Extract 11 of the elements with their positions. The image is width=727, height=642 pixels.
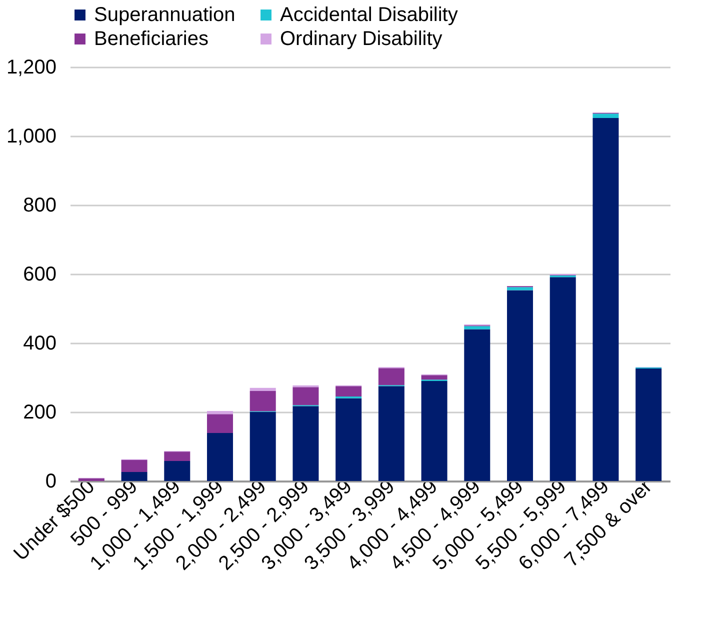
y-tick-label: 400 [23,332,56,354]
y-tick-label: 0 [45,470,56,492]
y-tick-label: 1,000 [6,126,56,148]
y-tick-label: 600 [23,264,56,286]
legend-label: Beneficiaries [94,28,209,50]
legend-label: Superannuation [94,4,236,26]
y-tick-label: 200 [23,402,56,424]
y-tick-label: 1,200 [6,56,56,78]
y-tick-label: 800 [23,194,56,216]
legend-label: Ordinary Disability [280,28,442,50]
legend-label: Accidental Disability [280,4,458,26]
